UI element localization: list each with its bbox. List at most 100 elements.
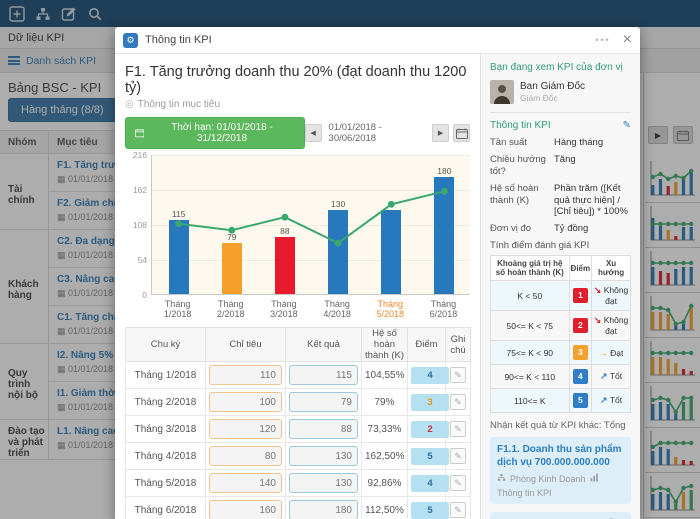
k-range: 50<= K < 75 xyxy=(490,310,570,342)
target-input[interactable]: 80 xyxy=(209,446,282,466)
target-input[interactable]: 140 xyxy=(209,473,282,493)
objective-code[interactable]: C2. Đa dạng hóa xyxy=(57,236,136,247)
calendar-icon[interactable] xyxy=(673,126,693,144)
objective-row[interactable]: F2. Giảm chi phí ▦ 01/01/2018 - 3 xyxy=(49,192,170,229)
target-point xyxy=(175,220,182,228)
bsc-group: Tài chính F1. Tăng trưởng ▦ 01/01/2018 -… xyxy=(0,154,170,230)
result-bar[interactable] xyxy=(221,242,242,294)
kpi-title: F1. Tăng trưởng doanh thu 20% (đạt doanh… xyxy=(125,64,467,96)
result-input[interactable]: 88 xyxy=(289,419,358,439)
result-bar[interactable] xyxy=(274,237,295,294)
period-cell: Tháng 5/2018 xyxy=(125,469,206,497)
result-input[interactable]: 115 xyxy=(289,365,358,385)
objective-row[interactable]: C2. Đa dạng hóa ▦ 01/01/2018 - 3 xyxy=(49,230,170,268)
note-icon[interactable]: ✎ xyxy=(450,367,466,383)
chevron-right-icon[interactable]: ▶ xyxy=(432,124,450,142)
x-tick-label[interactable]: Tháng 2/2018 xyxy=(216,299,245,319)
result-bar[interactable] xyxy=(328,209,349,294)
calendar-picker-icon[interactable] xyxy=(453,124,470,142)
k-range: 90<= K < 110 xyxy=(490,364,570,390)
target-input[interactable]: 100 xyxy=(209,392,282,412)
kpi-sparkline-thumbnail[interactable] xyxy=(645,248,700,293)
add-icon[interactable] xyxy=(8,5,26,23)
k-ratio-cell: 73,33% xyxy=(361,415,408,443)
child-kpi-info-link[interactable]: Thông tin KPI xyxy=(497,488,552,499)
divider xyxy=(643,73,644,519)
bar-value-label: 130 xyxy=(331,198,346,209)
score-rule-row: K < 50 1 ↘ Không đạt xyxy=(490,280,631,312)
objective-row[interactable]: C3. Nâng cao đá ▦ 01/01/2018 - 3 xyxy=(49,268,170,306)
kpi-sparkline-thumbnail[interactable] xyxy=(645,473,700,518)
objective-row[interactable]: L1. Nâng cao nă ▦ 01/01/2018 - 3 xyxy=(49,420,170,457)
x-tick-label[interactable]: Tháng 1/2018 xyxy=(163,299,192,319)
kpi-sparkline-thumbnail[interactable] xyxy=(645,158,700,203)
bar-value-label: 115 xyxy=(171,208,186,219)
search-icon[interactable] xyxy=(86,5,104,23)
kpi-sparkline-thumbnail[interactable] xyxy=(645,293,700,338)
scoring-title: Tính điểm đánh giá KPI xyxy=(490,240,590,252)
result-input[interactable]: 79 xyxy=(289,392,358,412)
objective-code[interactable]: L1. Nâng cao nă xyxy=(57,426,134,437)
target-line xyxy=(175,187,448,247)
x-tick-label[interactable]: Tháng 5/2018 xyxy=(376,299,405,319)
bar-value-label: 79 xyxy=(227,231,237,242)
note-icon[interactable]: ✎ xyxy=(450,421,466,437)
result-bar[interactable] xyxy=(381,209,402,294)
target-input[interactable]: 120 xyxy=(209,419,282,439)
note-icon[interactable]: ✎ xyxy=(450,502,466,518)
x-tick-label[interactable]: Tháng 3/2018 xyxy=(270,299,298,319)
child-kpi-title[interactable]: F1.1. Doanh thu sản phẩm dịch vụ 700.000… xyxy=(497,444,622,469)
objective-row[interactable]: I2. Nâng 5% hiệu ▦ 01/01/2018 - 3 xyxy=(49,344,170,382)
objective-code[interactable]: F1. Tăng trưởng xyxy=(57,160,135,171)
score-square: 5 xyxy=(572,393,588,409)
note-icon[interactable]: ✎ xyxy=(450,394,466,410)
close-icon[interactable]: × xyxy=(622,31,632,48)
edit-kpi-icon[interactable]: ✎ xyxy=(622,120,631,131)
bsc-group: Quy trình nội bộ I2. Nâng 5% hiệu ▦ 01/0… xyxy=(0,344,170,420)
result-input[interactable]: 130 xyxy=(289,446,358,466)
edit-icon[interactable] xyxy=(60,5,78,23)
target-point xyxy=(281,213,289,221)
trend-arrow-icon: ↘ xyxy=(593,315,602,326)
result-input[interactable]: 130 xyxy=(289,473,358,493)
next-period-icon[interactable]: ▶ xyxy=(648,126,668,144)
score-badge: 5 xyxy=(411,447,449,465)
k-ratio-cell: 104,55% xyxy=(361,361,408,389)
objective-code[interactable]: I1. Giảm thời gi xyxy=(57,388,130,399)
objective-code[interactable]: F2. Giảm chi phí xyxy=(57,198,135,209)
kpi-sparkline-thumbnail[interactable] xyxy=(645,383,700,428)
objective-code[interactable]: I2. Nâng 5% hiệu xyxy=(57,350,137,361)
objective-row[interactable]: I1. Giảm thời gi ▦ 01/01/2018 - 3 xyxy=(49,382,170,419)
child-kpi-card[interactable]: F1.1. Doanh thu sản phẩm dịch vụ 700.000… xyxy=(490,437,631,505)
result-bar[interactable] xyxy=(434,177,455,294)
more-options-icon[interactable]: ••• xyxy=(595,35,611,45)
unit-row[interactable]: Ban Giám Đốc Giám Đốc xyxy=(490,80,631,104)
result-input[interactable]: 180 xyxy=(289,500,358,519)
target-input[interactable]: 110 xyxy=(209,365,282,385)
y-tick-label: 54 xyxy=(137,255,147,265)
term-button[interactable]: Thời hạn: 01/01/2018 - 31/12/2018 xyxy=(125,117,305,149)
kpi-sparkline-thumbnail[interactable] xyxy=(645,338,700,383)
objective-info-label: Thông tin mục tiêu xyxy=(137,99,220,110)
sitemap-icon[interactable] xyxy=(34,5,52,23)
child-kpi-card[interactable]: F1.2. Doanh thu sản phẩm phần cứng 500.0… xyxy=(490,512,631,519)
kpi-sparkline-thumbnail[interactable] xyxy=(645,428,700,473)
k-range: 75<= K < 90 xyxy=(490,340,570,366)
field-label: Chiều hướng tốt? xyxy=(490,153,546,177)
trend-arrow-icon: → xyxy=(598,347,608,358)
board-title: Bảng BSC - KPI xyxy=(8,80,102,95)
note-icon[interactable]: ✎ xyxy=(450,448,466,464)
objective-code[interactable]: C1. Tăng chất lư xyxy=(57,312,136,323)
chevron-left-icon[interactable]: ◀ xyxy=(304,124,322,142)
objective-row[interactable]: C1. Tăng chất lư ▦ 01/01/2018 - 3 xyxy=(49,306,170,343)
target-input[interactable]: 160 xyxy=(209,500,282,519)
result-bar[interactable] xyxy=(168,219,189,294)
x-tick-label[interactable]: Tháng 6/2018 xyxy=(429,299,458,319)
kpi-sparkline-thumbnail[interactable] xyxy=(645,203,700,248)
x-tick-label[interactable]: Tháng 4/2018 xyxy=(323,299,351,319)
avatar xyxy=(490,80,514,104)
objective-info[interactable]: ◎ Thông tin mục tiêu xyxy=(125,99,470,110)
objective-row[interactable]: F1. Tăng trưởng ▦ 01/01/2018 - 3 xyxy=(49,154,170,192)
objective-code[interactable]: C3. Nâng cao đá xyxy=(57,274,135,285)
note-icon[interactable]: ✎ xyxy=(450,475,466,491)
